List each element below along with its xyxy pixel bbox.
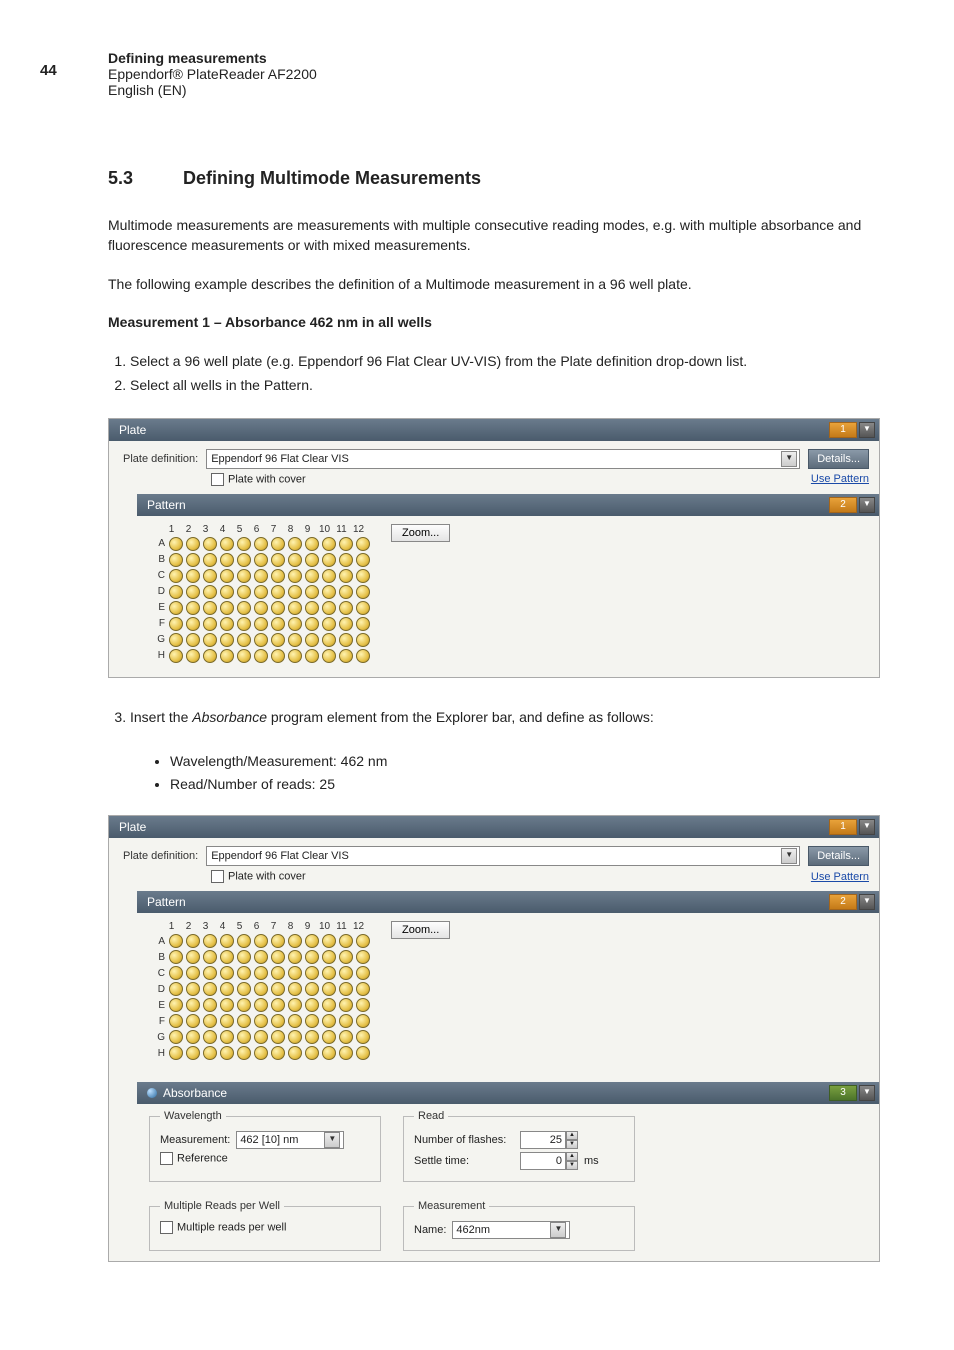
use-pattern-link-2[interactable]: Use Pattern [811,871,869,883]
steps-list-2: Insert the Absorbance program element fr… [108,706,884,730]
plate-definition-combo-2[interactable]: Eppendorf 96 Flat Clear VIS ▼ [206,846,800,866]
page-number: 44 [40,62,70,79]
settle-spinner[interactable]: 0 ▲▼ [520,1152,578,1170]
read-legend: Read [414,1110,448,1122]
read-group: Read Number of flashes: 25 ▲▼ Settle tim… [403,1110,635,1182]
absorbance-bar[interactable]: Absorbance 3 ▼ [137,1082,879,1104]
pattern-badge: 2 [829,497,857,513]
settle-label: Settle time: [414,1155,514,1167]
pattern-badge-2: 2 [829,894,857,910]
paragraph-2: The following example describes the defi… [108,274,884,294]
zoom-button[interactable]: Zoom... [391,524,450,542]
plate-bar[interactable]: Plate 1 ▼ [109,419,879,441]
pattern-caret-icon[interactable]: ▼ [859,497,875,513]
name-label: Name: [414,1224,446,1236]
paragraph-1: Multimode measurements are measurements … [108,215,884,256]
plate-caret-icon[interactable]: ▼ [859,422,875,438]
running-header: Defining measurements Eppendorf® PlateRe… [108,50,884,98]
pattern-bar-label: Pattern [147,498,186,512]
chevron-down-icon-2[interactable]: ▼ [781,848,797,864]
section-title: Defining Multimode Measurements [183,168,481,188]
plate-definition-combo[interactable]: Eppendorf 96 Flat Clear VIS ▼ [206,449,800,469]
plate-definition-value-2: Eppendorf 96 Flat Clear VIS [211,850,349,862]
wavelength-legend: Wavelength [160,1110,226,1122]
plate-with-cover-check[interactable]: Plate with cover [211,473,306,486]
step3-bullets: Wavelength/Measurement: 462 nm Read/Numb… [150,750,884,798]
measurement-name-group: Measurement Name: 462nm ▼ [403,1200,635,1251]
mrw-check[interactable]: Multiple reads per well [160,1221,286,1234]
name-combo[interactable]: 462nm ▼ [452,1221,570,1239]
bullet-reads: Read/Number of reads: 25 [170,773,884,797]
reference-check[interactable]: Reference [160,1152,228,1165]
absorbance-icon [147,1088,157,1098]
plate-definition-label-2: Plate definition: [123,850,198,862]
absorbance-caret-icon[interactable]: ▼ [859,1085,875,1101]
chevron-down-icon[interactable]: ▼ [550,1222,566,1238]
use-pattern-link[interactable]: Use Pattern [811,473,869,485]
details-button-2[interactable]: Details... [808,846,869,866]
zoom-button-2[interactable]: Zoom... [391,921,450,939]
chevron-down-icon[interactable]: ▼ [324,1132,340,1148]
flashes-label: Number of flashes: [414,1134,514,1146]
step-3: Insert the Absorbance program element fr… [130,706,884,730]
plate-caret-icon-2[interactable]: ▼ [859,819,875,835]
mrw-legend: Multiple Reads per Well [160,1200,284,1212]
details-button[interactable]: Details... [808,449,869,469]
screenshot-2: Plate 1 ▼ Plate definition: Eppendorf 96… [108,815,880,1262]
step-1: Select a 96 well plate (e.g. Eppendorf 9… [130,350,884,374]
header-line1: Defining measurements [108,50,884,66]
plate-definition-value: Eppendorf 96 Flat Clear VIS [211,453,349,465]
section-number: 5.3 [108,168,178,189]
measurement-label: Measurement: [160,1134,230,1146]
chevron-down-icon[interactable]: ▼ [781,451,797,467]
plate-definition-label: Plate definition: [123,453,198,465]
meas-legend: Measurement [414,1200,489,1212]
wavelength-group: Wavelength Measurement: 462 [10] nm ▼ Re… [149,1110,381,1182]
plate-badge-2: 1 [829,819,857,835]
screenshot-1: Plate 1 ▼ Plate definition: Eppendorf 96… [108,418,880,678]
pattern-bar-2[interactable]: Pattern 2 ▼ [137,891,879,913]
step-2: Select all wells in the Pattern. [130,374,884,398]
absorbance-badge: 3 [829,1085,857,1101]
flashes-spinner[interactable]: 25 ▲▼ [520,1131,578,1149]
pattern-bar-label-2: Pattern [147,895,186,909]
plate-bar-label-2: Plate [119,820,146,834]
absorbance-bar-label: Absorbance [163,1086,227,1100]
plate-badge: 1 [829,422,857,438]
well-grid-2[interactable]: 123456789101112ABCDEFGH [153,921,373,1060]
plate-with-cover-check-2[interactable]: Plate with cover [211,870,306,883]
bullet-wavelength: Wavelength/Measurement: 462 nm [170,750,884,774]
pattern-caret-icon-2[interactable]: ▼ [859,894,875,910]
plate-bar-label: Plate [119,423,146,437]
steps-list-1: Select a 96 well plate (e.g. Eppendorf 9… [108,350,884,398]
mrw-group: Multiple Reads per Well Multiple reads p… [149,1200,381,1251]
ms-label: ms [584,1155,599,1167]
measurement-combo[interactable]: 462 [10] nm ▼ [236,1131,344,1149]
well-grid-1[interactable]: 123456789101112ABCDEFGH [153,524,373,663]
plate-bar-2[interactable]: Plate 1 ▼ [109,816,879,838]
section-heading: 5.3 Defining Multimode Measurements [108,168,884,189]
header-line3: English (EN) [108,82,884,98]
header-line2: Eppendorf® PlateReader AF2200 [108,66,884,82]
measurement1-heading: Measurement 1 – Absorbance 462 nm in all… [108,312,884,332]
pattern-bar[interactable]: Pattern 2 ▼ [137,494,879,516]
